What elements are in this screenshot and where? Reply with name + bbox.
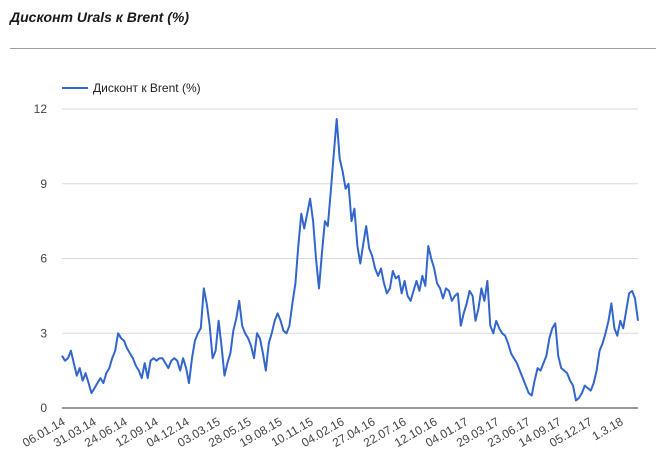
x-axis-ticks: 06.01.1431.03.1424.06.1412.09.1404.12.14…: [20, 414, 626, 450]
page-title: Дисконт Urals к Brent (%): [10, 9, 190, 25]
y-tick-label: 6: [40, 252, 47, 266]
gridlines: [62, 108, 638, 409]
y-tick-label: 12: [34, 102, 48, 116]
y-axis-ticks: 0 3 6 9 12: [34, 102, 48, 415]
x-tick-label: 1.3.18: [590, 414, 626, 443]
title-divider: [10, 48, 656, 49]
legend-label: Дисконт к Brent (%): [93, 81, 201, 95]
series-line-0: [61, 118, 639, 402]
legend[interactable]: Дисконт к Brent (%): [62, 81, 201, 95]
y-tick-label: 9: [40, 177, 47, 191]
y-tick-label: 3: [40, 326, 47, 340]
series-layer: [61, 118, 639, 402]
y-tick-label: 0: [40, 401, 47, 415]
